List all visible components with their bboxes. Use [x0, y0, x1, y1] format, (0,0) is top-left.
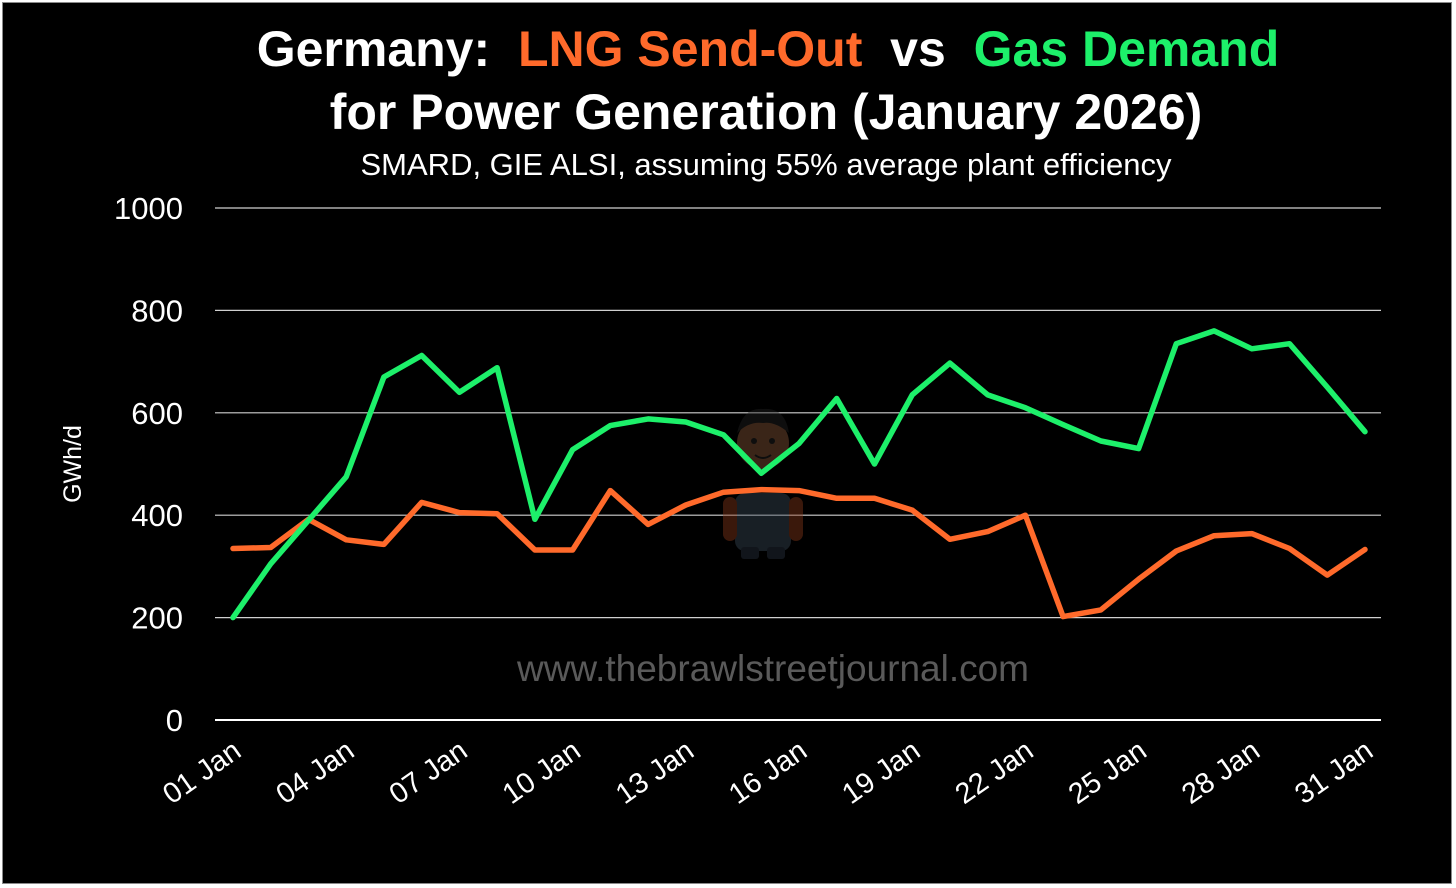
x-tick-label: 13 Jan	[610, 735, 700, 811]
x-tick-label: 25 Jan	[1063, 735, 1153, 811]
y-axis-label: GWh/d	[59, 425, 87, 503]
y-tick-label: 0	[166, 703, 183, 738]
y-tick-label: 200	[131, 601, 183, 636]
y-tick-label: 800	[131, 293, 183, 328]
x-tick-label: 22 Jan	[950, 735, 1040, 811]
y-tick-label: 1000	[114, 191, 183, 226]
title-part-lng: LNG Send-Out	[518, 21, 863, 77]
series-line-demand	[230, 328, 1368, 621]
title-part-demand: Gas Demand	[974, 21, 1280, 77]
x-tick-labels: 01 Jan 04 Jan 07 Jan 10 Jan 13 Jan 16 Jan 19 J…	[157, 735, 1379, 811]
y-tick-label: 600	[131, 396, 183, 431]
x-tick-label: 19 Jan	[837, 735, 927, 811]
chart-title-line2: for Power Generation (January 2026)	[330, 84, 1203, 140]
x-tick-label: 28 Jan	[1176, 735, 1266, 811]
y-tick-labels: 0 200 400 600 800 1000	[114, 191, 183, 738]
mascot-icon	[723, 408, 803, 559]
title-part-vs: vs	[876, 21, 959, 77]
title-part-prefix: Germany:	[257, 21, 504, 77]
watermark-text: www.thebrawlstreetjournal.com	[516, 648, 1029, 689]
y-tick-label: 400	[131, 498, 183, 533]
x-tick-label: 16 Jan	[723, 735, 813, 811]
chart-title: Germany: LNG Send-Out vs Gas Demand	[257, 21, 1280, 77]
x-tick-label: 01 Jan	[157, 735, 247, 811]
series-line-lng	[230, 486, 1368, 620]
chart-canvas: Germany: LNG Send-Out vs Gas Demand for …	[59, 21, 1381, 811]
x-tick-label: 10 Jan	[497, 735, 587, 811]
x-tick-label: 31 Jan	[1289, 735, 1379, 811]
x-tick-label: 04 Jan	[271, 735, 361, 811]
gridlines	[215, 207, 1381, 721]
series-lines	[230, 328, 1368, 621]
x-tick-label: 07 Jan	[384, 735, 474, 811]
chart-subtitle: SMARD, GIE ALSI, assuming 55% average pl…	[361, 147, 1172, 182]
